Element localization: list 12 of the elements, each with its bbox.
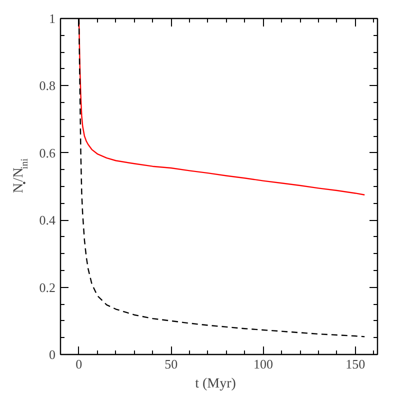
y-tick-label: 0.8 [39,78,56,94]
y-tick-label: 0 [49,347,56,362]
x-tick-label: 150 [346,356,366,372]
y-axis-title: N•/Nini [12,158,30,194]
x-tick-label: 50 [164,356,178,372]
y-tick-label: 0.6 [39,145,56,160]
y-tick-label: 0.2 [39,280,56,295]
x-tick-label: 0 [76,356,82,372]
x-tick-label: 100 [253,356,273,372]
y-tick-label: 0.4 [39,212,56,228]
y-tick-label: 1 [49,11,56,26]
x-axis-title: t (Myr) [195,376,236,392]
